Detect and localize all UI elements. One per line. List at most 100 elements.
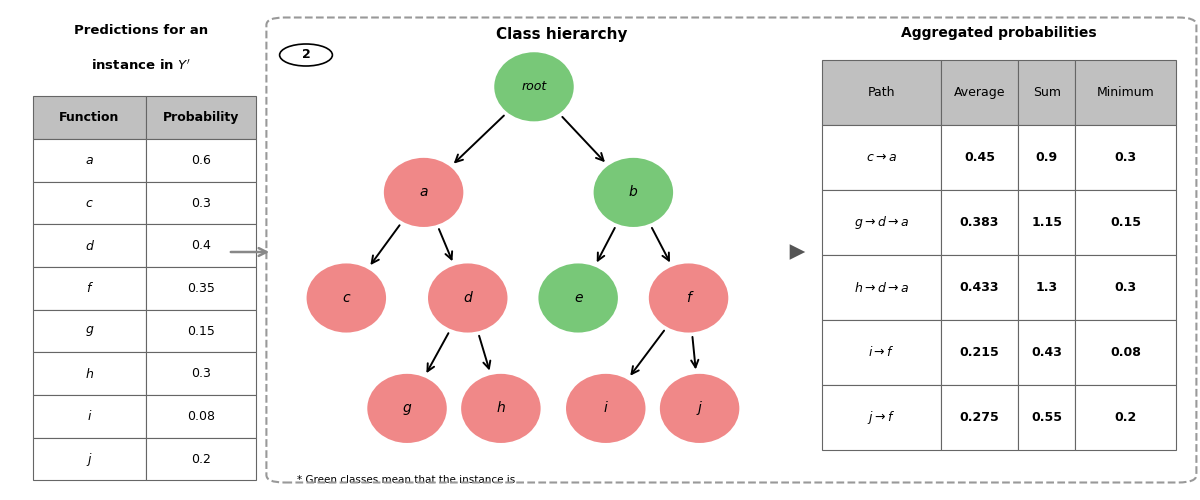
FancyBboxPatch shape: [34, 310, 145, 352]
Text: instance in $Y'$: instance in $Y'$: [91, 58, 191, 72]
Text: 0.3: 0.3: [1115, 281, 1136, 294]
FancyBboxPatch shape: [822, 190, 941, 255]
Text: a: a: [419, 186, 428, 200]
FancyBboxPatch shape: [1075, 255, 1176, 320]
Text: 0.9: 0.9: [1036, 151, 1058, 164]
FancyBboxPatch shape: [1019, 385, 1075, 450]
FancyBboxPatch shape: [822, 125, 941, 190]
FancyBboxPatch shape: [1075, 60, 1176, 125]
Text: $i$: $i$: [86, 410, 92, 424]
FancyBboxPatch shape: [1075, 320, 1176, 385]
Text: 2: 2: [301, 48, 311, 62]
Text: 0.275: 0.275: [960, 411, 1000, 424]
Circle shape: [280, 44, 332, 66]
FancyBboxPatch shape: [941, 60, 1019, 125]
FancyBboxPatch shape: [941, 255, 1019, 320]
FancyBboxPatch shape: [1019, 320, 1075, 385]
Text: Minimum: Minimum: [1097, 86, 1154, 99]
Text: 1.15: 1.15: [1031, 216, 1062, 229]
Text: 0.2: 0.2: [1115, 411, 1136, 424]
FancyBboxPatch shape: [145, 96, 256, 139]
Text: 0.08: 0.08: [187, 410, 215, 423]
FancyBboxPatch shape: [145, 224, 256, 267]
FancyBboxPatch shape: [145, 438, 256, 480]
Text: 0.6: 0.6: [191, 154, 211, 167]
Text: * Green classes mean that the instance is: * Green classes mean that the instance i…: [296, 475, 515, 485]
Text: d: d: [463, 291, 472, 305]
Text: $h\rightarrow d\rightarrow a$: $h\rightarrow d\rightarrow a$: [853, 280, 908, 294]
FancyBboxPatch shape: [145, 352, 256, 395]
FancyBboxPatch shape: [941, 125, 1019, 190]
FancyBboxPatch shape: [1075, 190, 1176, 255]
Text: 0.3: 0.3: [1115, 151, 1136, 164]
FancyBboxPatch shape: [822, 255, 941, 320]
Text: $a$: $a$: [85, 154, 94, 167]
Circle shape: [461, 374, 541, 443]
FancyBboxPatch shape: [1019, 255, 1075, 320]
Text: 0.2: 0.2: [191, 452, 211, 466]
FancyBboxPatch shape: [822, 385, 941, 450]
FancyBboxPatch shape: [822, 320, 941, 385]
FancyBboxPatch shape: [941, 320, 1019, 385]
Circle shape: [539, 264, 618, 332]
Text: j: j: [697, 402, 702, 415]
FancyBboxPatch shape: [1075, 385, 1176, 450]
Text: 0.15: 0.15: [1110, 216, 1141, 229]
Text: $d$: $d$: [84, 238, 95, 252]
Text: $j$: $j$: [86, 450, 92, 468]
FancyBboxPatch shape: [1075, 125, 1176, 190]
Text: $g$: $g$: [85, 324, 95, 338]
FancyBboxPatch shape: [34, 96, 145, 139]
Text: b: b: [629, 186, 637, 200]
FancyBboxPatch shape: [145, 139, 256, 182]
Text: 0.35: 0.35: [187, 282, 215, 295]
Text: $f$: $f$: [85, 282, 94, 296]
FancyBboxPatch shape: [34, 267, 145, 310]
Text: $i\rightarrow f$: $i\rightarrow f$: [868, 346, 895, 360]
Text: $h$: $h$: [85, 366, 94, 380]
Circle shape: [660, 374, 739, 443]
Text: 0.55: 0.55: [1031, 411, 1062, 424]
Text: g: g: [403, 402, 412, 415]
Text: 0.43: 0.43: [1031, 346, 1062, 359]
FancyBboxPatch shape: [941, 385, 1019, 450]
Text: 1.3: 1.3: [1036, 281, 1058, 294]
Text: $j\rightarrow f$: $j\rightarrow f$: [868, 409, 895, 426]
Text: Predictions for an: Predictions for an: [74, 24, 208, 38]
Text: 0.45: 0.45: [964, 151, 995, 164]
Text: 0.383: 0.383: [960, 216, 1000, 229]
FancyBboxPatch shape: [145, 395, 256, 438]
Circle shape: [566, 374, 646, 443]
FancyBboxPatch shape: [34, 395, 145, 438]
Circle shape: [306, 264, 386, 332]
FancyBboxPatch shape: [941, 190, 1019, 255]
FancyBboxPatch shape: [1019, 190, 1075, 255]
Text: 0.215: 0.215: [960, 346, 1000, 359]
Text: e: e: [574, 291, 582, 305]
Circle shape: [384, 158, 463, 227]
Text: 0.3: 0.3: [191, 367, 211, 380]
Text: Function: Function: [59, 111, 120, 124]
FancyBboxPatch shape: [34, 438, 145, 480]
Text: 0.08: 0.08: [1110, 346, 1141, 359]
Text: Class hierarchy: Class hierarchy: [496, 26, 628, 42]
Text: Sum: Sum: [1033, 86, 1061, 99]
FancyBboxPatch shape: [145, 310, 256, 352]
Circle shape: [367, 374, 446, 443]
Text: 0.3: 0.3: [191, 196, 211, 209]
Text: $c$: $c$: [85, 196, 94, 209]
Text: 0.433: 0.433: [960, 281, 1000, 294]
Text: 0.4: 0.4: [191, 239, 211, 252]
FancyBboxPatch shape: [34, 224, 145, 267]
FancyBboxPatch shape: [1019, 125, 1075, 190]
Text: root: root: [521, 80, 547, 94]
FancyBboxPatch shape: [34, 352, 145, 395]
Text: Path: Path: [868, 86, 895, 99]
FancyBboxPatch shape: [822, 60, 941, 125]
FancyBboxPatch shape: [34, 182, 145, 224]
Text: i: i: [604, 402, 607, 415]
Text: f: f: [686, 291, 691, 305]
Text: Average: Average: [954, 86, 1006, 99]
Text: $g\rightarrow d\rightarrow a$: $g\rightarrow d\rightarrow a$: [853, 214, 908, 231]
Text: 0.15: 0.15: [187, 324, 215, 338]
